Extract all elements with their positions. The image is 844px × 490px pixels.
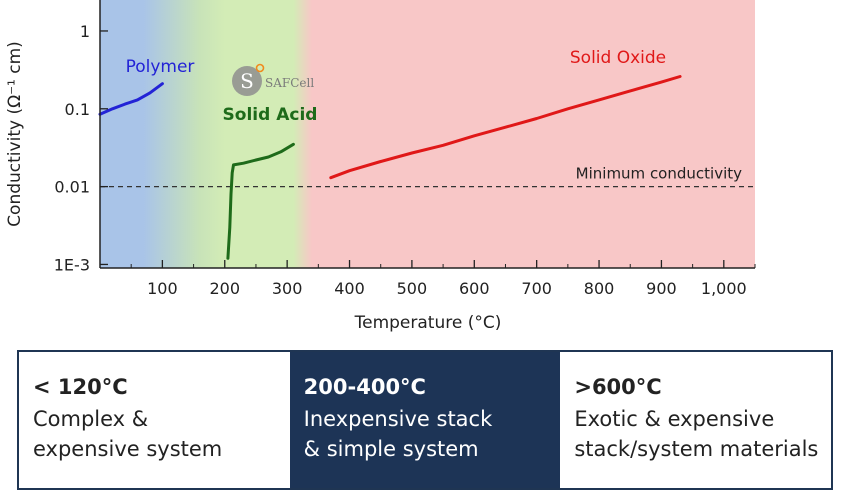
- panel-text: Exotic & expensive stack/system material…: [574, 407, 819, 461]
- series-label-solid-oxide: Solid Oxide: [570, 48, 666, 68]
- axes: 100 200 300 400 500 600 700 800 900 1,000 1 0.1 0.01…: [5, 0, 756, 333]
- safcell-logo-dot: [255, 63, 265, 73]
- panel-low-temp: < 120°C Complex & expensive system: [19, 352, 290, 488]
- safcell-logo: S SAFCell: [232, 63, 314, 96]
- panel-text: Inexpensive stack & simple system: [303, 407, 493, 461]
- y-axis-title: Conductivity (Ω⁻¹ cm): [5, 41, 25, 227]
- x-tick-label: 200: [209, 279, 240, 298]
- x-tick-label: 300: [272, 279, 303, 298]
- panel-mid-temp: 200-400°C Inexpensive stack & simple sys…: [289, 352, 561, 488]
- panel-text: Complex & expensive system: [33, 407, 223, 461]
- panel-heading: >600°C: [574, 375, 662, 399]
- temperature-regime-panel: < 120°C Complex & expensive system 200-4…: [17, 350, 833, 490]
- series-line-polymer: [98, 82, 164, 116]
- x-tick-label: 600: [459, 279, 490, 298]
- series-label-polymer: Polymer: [126, 57, 195, 77]
- safcell-logo-text: SAFCell: [265, 76, 314, 90]
- series-line-solid-acid: [226, 142, 295, 260]
- y-tick-label: 1: [80, 22, 90, 41]
- panel-high-temp: >600°C Exotic & expensive stack/system m…: [560, 352, 831, 488]
- x-tick-label: 700: [521, 279, 552, 298]
- y-tick-label: 0.01: [54, 178, 90, 197]
- temperature-bands: [100, 0, 755, 268]
- y-tick-label: 0.1: [65, 100, 90, 119]
- x-axis-title: Temperature (°C): [354, 313, 502, 333]
- reference-line-label: Minimum conductivity: [576, 165, 742, 183]
- safcell-logo-mark: S: [240, 69, 254, 93]
- band-background: [100, 0, 755, 268]
- conductivity-chart: Minimum conductivity 100 200 300 400 500 600 7…: [5, 0, 756, 333]
- minimum-conductivity-reference: Minimum conductivity: [100, 165, 755, 188]
- panel-heading: 200-400°C: [303, 375, 426, 399]
- x-tick-label: 1,000: [701, 279, 747, 298]
- y-tick-label: 1E-3: [54, 255, 90, 274]
- x-tick-label: 500: [397, 279, 428, 298]
- x-tick-label: 400: [334, 279, 365, 298]
- x-tick-label: 800: [584, 279, 615, 298]
- panel-heading: < 120°C: [33, 375, 128, 399]
- chart-labels: Polymer Solid Acid Solid Oxide: [126, 48, 667, 125]
- safcell-logo-icon: [232, 66, 262, 96]
- series-label-solid-acid: Solid Acid: [223, 105, 318, 125]
- series-line-solid-oxide: [329, 75, 682, 180]
- series-lines: [98, 75, 682, 260]
- x-tick-label: 100: [147, 279, 178, 298]
- x-tick-label: 900: [646, 279, 677, 298]
